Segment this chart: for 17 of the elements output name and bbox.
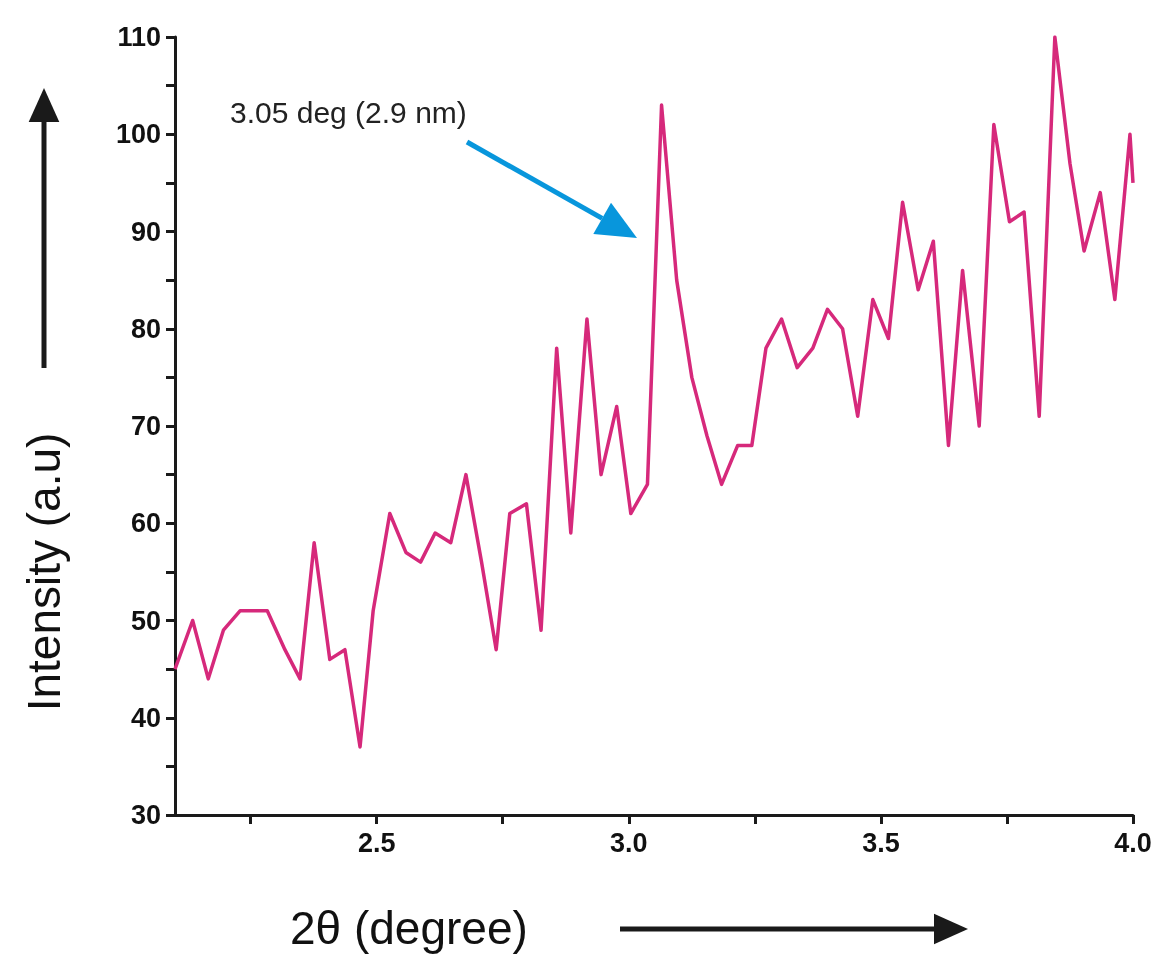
annotation: 3.05 deg (2.9 nm)	[230, 96, 467, 130]
y-tick-label: 110	[117, 22, 161, 52]
x-tick-label: 4.0	[1114, 827, 1152, 858]
y-tick-label: 30	[130, 800, 161, 830]
y-tick-label: 50	[130, 605, 161, 636]
y-tick-label: 70	[130, 411, 161, 441]
line-series	[173, 35, 1135, 749]
y-tick-label: 80	[130, 313, 161, 344]
x-tick-label: 2.5	[357, 827, 396, 858]
y-tick-label: 100	[115, 119, 161, 150]
y-axis-title: Intensity (a.u)	[18, 432, 70, 712]
x-tick-label: 3.5	[862, 827, 900, 858]
y-tick-label: 90	[130, 216, 161, 247]
y-tick-label: 40	[130, 702, 161, 733]
x-tick-label: 3.0	[610, 827, 648, 858]
y-tick-label: 60	[130, 508, 161, 539]
x-axis-title: 2θ (degree)	[290, 902, 528, 954]
